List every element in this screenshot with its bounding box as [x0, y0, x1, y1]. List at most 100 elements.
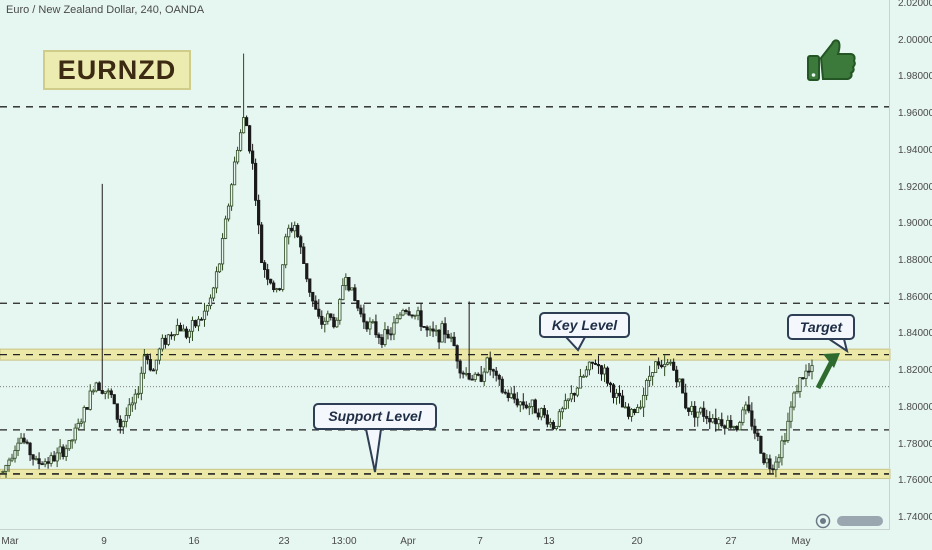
candle-body	[753, 425, 757, 434]
candle-body	[284, 236, 288, 266]
key-level-callout: Key Level	[539, 312, 630, 338]
candle-body	[386, 329, 390, 335]
candle-body	[783, 440, 787, 442]
candle-body	[605, 367, 610, 384]
candle-body	[587, 361, 592, 371]
candle-body	[693, 405, 697, 418]
candle-body	[566, 398, 570, 402]
candle-body	[599, 365, 604, 375]
candle-body	[275, 288, 279, 291]
candle-body	[545, 414, 549, 425]
candle-body	[560, 408, 564, 413]
candle-body	[160, 337, 164, 350]
candle-body	[419, 310, 423, 327]
candle-body	[476, 373, 480, 376]
y-tick-label: 2.00000	[898, 34, 932, 46]
candle-body	[461, 372, 465, 375]
thumbs-up-icon	[807, 39, 856, 81]
x-tick-label: 9	[101, 536, 107, 547]
candle-body	[765, 458, 769, 464]
candle-body	[512, 393, 516, 400]
candle-body	[121, 420, 125, 428]
candle-body	[690, 405, 694, 412]
candle-body	[245, 117, 249, 127]
candle-body	[485, 357, 489, 373]
candle-body	[425, 326, 429, 331]
candle-body	[548, 421, 552, 425]
candle-body	[726, 419, 730, 429]
candle-body	[232, 161, 237, 186]
candle-body	[7, 459, 11, 466]
candle-body	[257, 199, 261, 226]
candle-body	[458, 360, 462, 374]
candle-body	[97, 382, 101, 391]
candle-body	[720, 419, 724, 427]
candle-body	[308, 278, 312, 293]
candle-body	[263, 262, 267, 271]
candle-body	[157, 348, 161, 361]
candle-body	[10, 457, 14, 461]
candle-body	[422, 326, 426, 328]
candle-body	[491, 369, 495, 372]
candle-body	[395, 318, 399, 324]
y-tick-label: 1.78000	[898, 438, 932, 450]
candle-body	[311, 291, 315, 302]
candle-body	[675, 369, 679, 383]
candle-body	[190, 320, 195, 332]
candle-body	[810, 365, 814, 372]
candle-body	[76, 423, 80, 429]
candle-body	[269, 278, 273, 284]
candle-body	[187, 330, 192, 338]
candle-body	[115, 403, 119, 420]
candle-body	[533, 399, 537, 414]
candle-body	[539, 408, 543, 418]
candle-body	[464, 372, 468, 375]
candle-body	[91, 390, 95, 393]
candle-body	[217, 263, 222, 273]
candle-body	[362, 313, 366, 323]
candle-body	[34, 458, 38, 461]
candle-body	[332, 317, 336, 328]
candle-body	[440, 323, 444, 343]
candle-body	[154, 359, 158, 371]
candle-body	[672, 361, 676, 371]
candle-body	[521, 401, 525, 406]
support-level-callout: Support Level	[313, 403, 437, 430]
candle-body	[151, 369, 155, 372]
candle-body	[488, 357, 492, 370]
candle-body	[449, 336, 453, 339]
candle-body	[732, 425, 736, 428]
target-callout: Target	[787, 314, 855, 340]
y-tick-label: 1.94000	[898, 144, 932, 156]
candle-body	[52, 455, 56, 462]
candle-body	[503, 391, 507, 394]
candle-body	[88, 390, 92, 410]
candle-body	[383, 329, 387, 345]
candle-body	[669, 361, 673, 364]
candle-body	[747, 404, 751, 412]
candle-body	[392, 322, 396, 335]
candle-body	[563, 400, 567, 410]
candle-body	[73, 427, 77, 441]
y-tick-label: 1.88000	[898, 255, 932, 266]
candle-body	[377, 334, 381, 338]
candle-body	[211, 287, 216, 299]
candle-body	[771, 468, 775, 471]
candle-body	[163, 337, 168, 345]
candle-body	[629, 408, 634, 417]
candle-body	[569, 392, 574, 400]
candle-body	[85, 407, 89, 410]
candle-body	[702, 407, 706, 417]
candle-body	[590, 361, 595, 364]
candle-body	[696, 411, 700, 418]
candle-body	[109, 390, 113, 396]
x-tick-label: 23	[278, 536, 290, 547]
candle-body	[768, 458, 772, 470]
candle-body	[515, 398, 519, 406]
candle-body	[777, 457, 781, 463]
candle-body	[807, 370, 811, 373]
candle-body	[49, 455, 53, 464]
candle-body	[335, 319, 339, 328]
candle-body	[729, 419, 733, 428]
